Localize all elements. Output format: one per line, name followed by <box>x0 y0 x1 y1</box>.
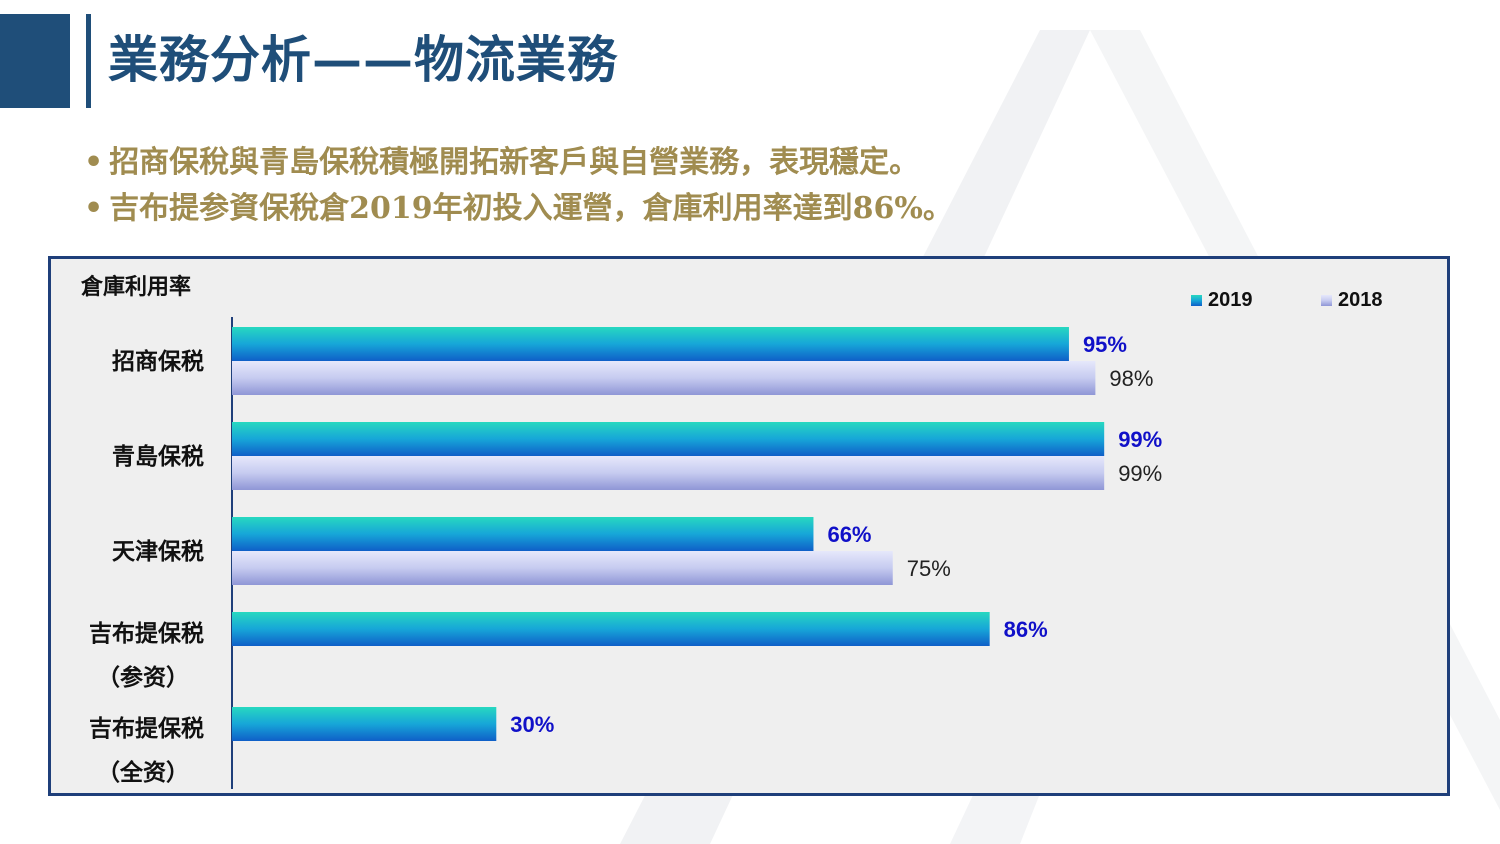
data-label-2018: 98% <box>1109 366 1153 391</box>
bullet-dot: • <box>84 191 104 226</box>
data-label-2018: 99% <box>1118 461 1162 486</box>
corner-block <box>0 14 70 108</box>
data-label-2019: 95% <box>1083 332 1127 357</box>
bar-2019 <box>232 707 497 741</box>
category-label: 招商保税 <box>112 348 204 374</box>
data-label-2019: 99% <box>1118 427 1162 452</box>
legend-swatch <box>1191 295 1202 306</box>
bar-2018 <box>232 361 1096 395</box>
category-label: 天津保税 <box>112 538 204 564</box>
utilization-chart: 倉庫利用率 2019 2018 招商保税 95% 98% 青島保税 99% 99% 天津保税 66%… <box>80 274 1383 789</box>
legend-swatch <box>1321 295 1332 306</box>
page-title: 業務分析——物流業務 <box>108 30 618 89</box>
bar-2018 <box>232 456 1105 490</box>
data-label-2018: 75% <box>907 556 951 581</box>
bullet-text: 吉布提参資保稅倉2019年初投入運營，倉庫利用率達到86%。 <box>109 191 953 226</box>
category-label: 青島保税 <box>112 443 204 469</box>
bullet-dot: • <box>84 145 104 180</box>
data-label-2019: 86% <box>1004 617 1048 642</box>
chart-frame: 倉庫利用率 2019 2018 招商保税 95% 98% 青島保税 99% 99% 天津保税 66%… <box>48 256 1450 796</box>
bullet-item: • 招商保稅與青島保稅積極開拓新客戶與自營業務，表現穩定。 <box>84 140 953 186</box>
bar-2019 <box>232 422 1105 456</box>
category-label: 吉布提保税 <box>89 620 204 646</box>
bar-2019 <box>232 517 814 551</box>
category-label: 吉布提保税 <box>89 715 204 741</box>
legend-label: 2019 <box>1208 289 1253 311</box>
bar-2019 <box>232 327 1069 361</box>
bar-2018 <box>232 551 893 585</box>
chart-title: 倉庫利用率 <box>80 274 191 299</box>
category-label: （参资） <box>97 664 189 690</box>
data-label-2019: 66% <box>827 522 871 547</box>
bullet-text: 招商保稅與青島保稅積極開拓新客戶與自營業務，表現穩定。 <box>109 145 920 180</box>
bar-2019 <box>232 612 990 646</box>
bullet-item: • 吉布提参資保稅倉2019年初投入運營，倉庫利用率達到86%。 <box>84 186 953 232</box>
data-label-2019: 30% <box>510 712 554 737</box>
bullet-list: • 招商保稅與青島保稅積極開拓新客戶與自營業務，表現穩定。 • 吉布提参資保稅倉20… <box>84 140 953 232</box>
title-accent-bar <box>86 14 91 108</box>
category-label: （全资） <box>97 759 189 785</box>
legend-label: 2018 <box>1338 289 1383 311</box>
